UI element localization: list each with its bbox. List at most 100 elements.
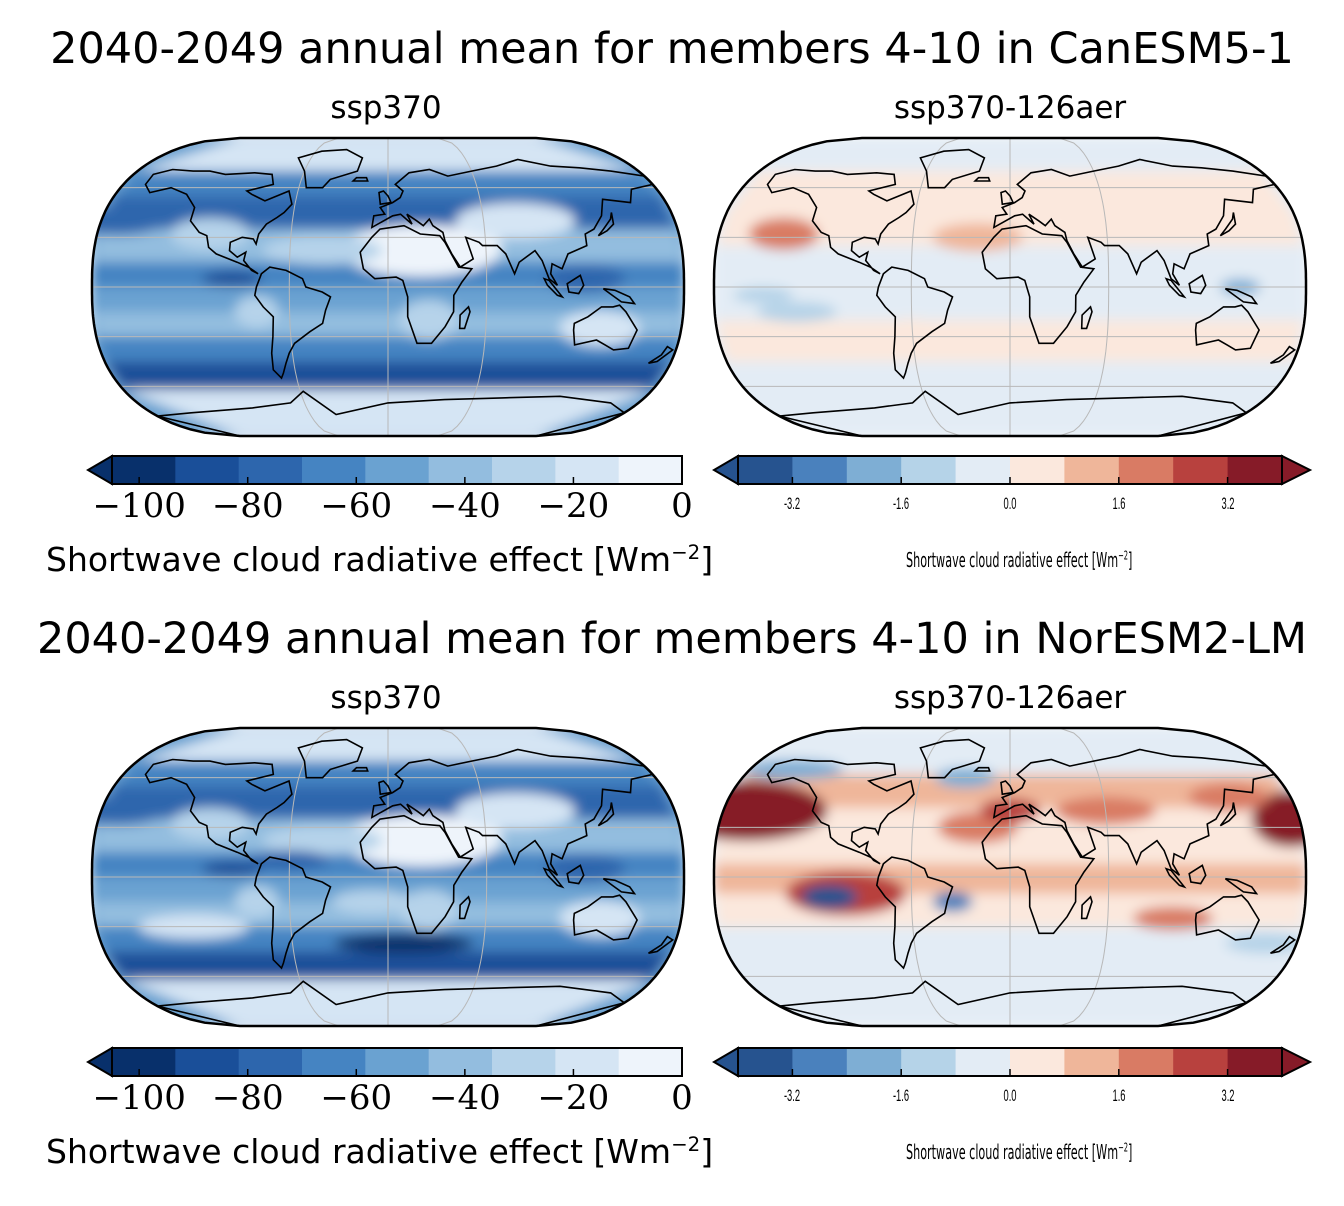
coastline-eurasia — [370, 158, 655, 286]
colorbar-segment — [1173, 1048, 1229, 1076]
colorbar-tick-label: 1.6 — [1112, 1086, 1126, 1105]
colorbar-tick-label: 0 — [671, 486, 693, 526]
colorbar-segment — [738, 456, 793, 484]
coastline-eurasia — [370, 748, 655, 876]
coastlines — [766, 738, 1297, 1026]
colorbar-segment — [1118, 1048, 1174, 1076]
colorbar-segment — [175, 456, 240, 484]
map-canesm-ssp370 — [90, 136, 686, 438]
coastline-north-america — [766, 758, 915, 865]
map-noresm-ssp370-126aer — [712, 726, 1308, 1028]
map-outline — [90, 726, 686, 1028]
coastline-japan — [1219, 802, 1237, 827]
coastline-africa — [359, 814, 474, 935]
colorbar-tick-label: −20 — [537, 486, 610, 526]
coastline-south-america — [875, 856, 954, 970]
colorbar-extend-max — [1281, 454, 1313, 486]
subplot-title-ssp370: ssp370 — [330, 90, 442, 126]
coastline-greenland — [919, 148, 986, 189]
colorbar-segment — [1010, 1048, 1065, 1076]
coastline-borneo — [566, 274, 585, 295]
coastline-australia — [1194, 304, 1261, 351]
colorbar-segment — [618, 456, 683, 484]
colorbar-ticks: -3.2 -1.6 0.0 1.6 3.2 — [712, 1086, 1314, 1126]
colorbar-segment — [955, 456, 1011, 484]
colorbar-tick-label: 0.0 — [1003, 494, 1017, 513]
coastline-sumatra — [1164, 867, 1187, 889]
colorbar-tick-label: 3.2 — [1221, 1086, 1235, 1105]
colorbar-canesm-ssp370 — [86, 454, 683, 486]
coastline-iceland — [351, 176, 369, 182]
coastline-antarctica — [157, 390, 627, 436]
coastline-africa — [359, 224, 474, 345]
subplot-title-ssp370-126aer: ssp370-126aer — [893, 90, 1127, 126]
colorbar-extend-min — [712, 454, 739, 486]
colorbar-tick-label: 0 — [671, 1078, 693, 1118]
coastline-africa — [981, 224, 1096, 345]
map-noresm-ssp370 — [90, 726, 686, 1028]
colorbar-tick-label: −20 — [537, 1078, 610, 1118]
colorbar-extend-min — [712, 1046, 739, 1078]
colorbar-segment — [1010, 456, 1065, 484]
colorbar-segment — [1227, 1048, 1283, 1076]
colorbar-tick-label: −80 — [211, 486, 284, 526]
colorbar-segment — [175, 1048, 240, 1076]
coastline-new-zealand — [1270, 935, 1297, 954]
coastline-south-america — [253, 856, 332, 970]
colorbar-extend-max — [1281, 1046, 1313, 1078]
coastlines — [144, 738, 675, 1026]
colorbar-segment — [112, 456, 176, 484]
coastline-madagascar — [458, 895, 471, 920]
graticule — [92, 728, 684, 1026]
colorbar-label: Shortwave cloud radiative effect [Wm−2] — [906, 548, 1133, 572]
colorbar-label: Shortwave cloud radiative effect [Wm−2] — [46, 540, 714, 579]
colorbar-segment — [846, 456, 902, 484]
graticule — [714, 728, 1306, 1026]
colorbar-segment — [365, 456, 430, 484]
colorbar-noresm-ssp370-126aer — [712, 1046, 1313, 1078]
colorbar-segment — [792, 456, 848, 484]
colorbar-segment — [492, 456, 556, 484]
colorbar-segment — [238, 1048, 303, 1076]
figure-title-noresm: 2040-2049 annual mean for members 4-10 i… — [36, 614, 1308, 664]
coastline-south-america — [875, 266, 954, 380]
colorbar-segment — [365, 1048, 430, 1076]
colorbar-tick-label: -3.2 — [784, 1086, 801, 1105]
colorbar-segment — [112, 1048, 176, 1076]
colorbar-segment — [955, 1048, 1011, 1076]
coastline-uk — [378, 780, 393, 796]
graticule — [714, 138, 1306, 436]
graticule — [92, 138, 684, 436]
colorbar-ticks: -3.2 -1.6 0.0 1.6 3.2 — [712, 494, 1314, 534]
colorbar-tick-label: -3.2 — [784, 494, 801, 513]
coastline-uk — [1000, 190, 1015, 206]
colorbar-extend-min — [86, 1046, 113, 1078]
colorbar-segment — [302, 1048, 366, 1076]
coastline-iceland — [351, 766, 369, 772]
colorbar-segment — [1118, 456, 1174, 484]
coastline-borneo — [566, 864, 585, 885]
coastline-australia — [572, 894, 639, 941]
colorbar-frame — [111, 1047, 683, 1077]
coastline-greenland — [297, 738, 364, 779]
coastline-africa — [981, 814, 1096, 935]
coastline-new-guinea — [1224, 877, 1259, 895]
map-outline — [712, 136, 1308, 438]
coastlines — [766, 148, 1297, 436]
coastline-sumatra — [542, 277, 565, 299]
coastline-antarctica — [779, 390, 1249, 436]
coastline-new-guinea — [602, 877, 637, 895]
coastline-new-zealand — [648, 345, 675, 364]
subplot-title-ssp370: ssp370 — [330, 680, 442, 716]
coastline-eurasia — [992, 158, 1277, 286]
coastline-antarctica — [157, 980, 627, 1026]
subplot-title-ssp370-126aer: ssp370-126aer — [893, 680, 1127, 716]
colorbar-segment — [901, 1048, 957, 1076]
coastline-uk — [1000, 780, 1015, 796]
coastline-iceland — [973, 766, 991, 772]
colorbar-label: Shortwave cloud radiative effect [Wm−2] — [46, 1132, 714, 1171]
colorbar-label: Shortwave cloud radiative effect [Wm−2] — [906, 1140, 1133, 1164]
coastline-north-america — [766, 168, 915, 275]
colorbar-tick-label: -1.6 — [893, 494, 910, 513]
colorbar-canesm-ssp370-126aer — [712, 454, 1313, 486]
